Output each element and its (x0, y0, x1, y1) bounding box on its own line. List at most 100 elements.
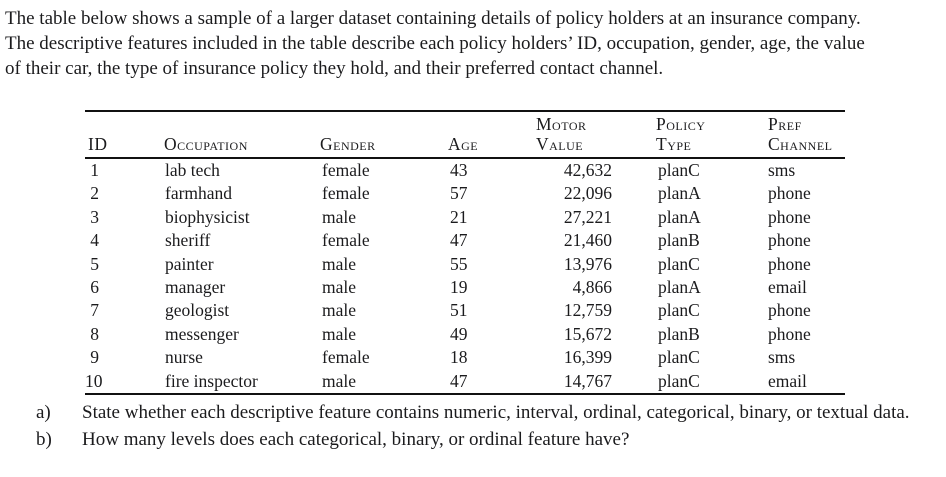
cell-occupation: geologist (165, 300, 230, 321)
cell-pref-channel: sms (768, 160, 796, 180)
cell-policy-type: planB (658, 230, 700, 251)
cell-id: 3 (90, 206, 99, 227)
header-occupation: Occupation (164, 112, 320, 157)
cell-policy-type: planA (658, 206, 701, 227)
cell-age: 43 (450, 160, 468, 180)
cell-motor-value: 4,866 (572, 276, 612, 297)
header-id-line2: ID (88, 134, 108, 154)
cell-gender: female (322, 347, 370, 368)
header-pref-channel: Pref Channel (768, 112, 845, 157)
cell-occupation: lab tech (165, 160, 220, 180)
header-motor-value-line1: Motor (536, 114, 587, 134)
cell-pref-channel: email (768, 370, 807, 391)
cell-pref-channel: sms (768, 347, 796, 368)
header-age-line2: Age (448, 134, 479, 154)
cell-pref-channel: phone (768, 253, 811, 274)
cell-pref-channel: phone (768, 183, 811, 204)
header-policy-type: Policy Type (656, 112, 768, 157)
cell-policy-type: planC (658, 300, 700, 321)
question-a-label: a) (36, 402, 51, 423)
cell-age: 51 (450, 300, 468, 321)
cell-motor-value: 13,976 (563, 253, 612, 274)
cell-occupation: farmhand (165, 183, 233, 204)
cell-gender: male (322, 370, 357, 391)
cell-pref-channel: phone (768, 323, 811, 344)
cell-pref-channel: phone (768, 230, 811, 251)
cell-policy-type: planC (658, 370, 700, 391)
table-row: 3 biophysicist male 21 27,221 planA phone (85, 206, 845, 229)
cell-gender: male (322, 253, 357, 274)
cell-age: 18 (450, 347, 468, 368)
cell-motor-value: 27,221 (563, 206, 612, 227)
question-list: a) State whether each descriptive featur… (36, 401, 944, 455)
header-occupation-line2: Occupation (164, 134, 248, 154)
cell-id: 9 (90, 347, 99, 368)
table-row: 4 sheriff female 47 21,460 planB phone (85, 229, 845, 252)
header-motor-value-line2: Value (536, 134, 584, 154)
table-row: 8 messenger male 49 15,672 planB phone (85, 323, 845, 346)
header-age: Age (448, 112, 536, 157)
cell-gender: male (322, 323, 357, 344)
cell-id: 2 (90, 183, 99, 204)
cell-occupation: biophysicist (165, 206, 250, 227)
question-b-text: How many levels does each categorical, b… (82, 429, 630, 450)
cell-gender: male (322, 206, 357, 227)
cell-age: 19 (450, 276, 468, 297)
header-policy-type-line2: Type (656, 134, 692, 154)
cell-pref-channel: phone (768, 300, 811, 321)
cell-policy-type: planB (658, 323, 700, 344)
policy-holders-table: ID Occupation Gender Age Motor Value Poli… (85, 110, 845, 395)
table-row: 5 painter male 55 13,976 planC phone (85, 253, 845, 276)
cell-policy-type: planA (658, 183, 701, 204)
cell-occupation: nurse (165, 347, 203, 368)
table-body: 1 lab tech female 43 42,632 planC sms 2 farmhan… (85, 159, 845, 393)
table-row: 7 geologist male 51 12,759 planC phone (85, 299, 845, 322)
table-row: 9 nurse female 18 16,399 planC sms (85, 346, 845, 369)
cell-gender: female (322, 160, 370, 180)
cell-motor-value: 15,672 (563, 323, 612, 344)
cell-policy-type: planA (658, 276, 701, 297)
cell-motor-value: 14,767 (563, 370, 612, 391)
cell-pref-channel: email (768, 276, 807, 297)
table-row: 10 fire inspector male 47 14,767 planC email (85, 370, 845, 393)
cell-motor-value: 12,759 (563, 300, 612, 321)
cell-motor-value: 42,632 (563, 160, 612, 180)
intro-line-1: The table below shows a sample of a larg… (5, 8, 861, 29)
cell-age: 57 (450, 183, 468, 204)
intro-line-2: The descriptive features included in the… (5, 33, 865, 54)
question-b-label: b) (36, 429, 52, 450)
header-gender: Gender (320, 112, 448, 157)
cell-id: 8 (90, 323, 99, 344)
cell-age: 55 (450, 253, 468, 274)
cell-occupation: painter (165, 253, 214, 274)
cell-motor-value: 21,460 (563, 230, 612, 251)
table-top-rule (85, 110, 845, 112)
cell-id: 4 (90, 230, 99, 251)
cell-gender: male (322, 276, 357, 297)
cell-occupation: messenger (165, 323, 239, 344)
header-motor-value: Motor Value (536, 112, 656, 157)
table-row: 6 manager male 19 4,866 planA email (85, 276, 845, 299)
question-a-text: State whether each descriptive feature c… (82, 402, 910, 423)
table-header-rule (85, 157, 845, 159)
cell-policy-type: planC (658, 160, 700, 180)
header-gender-line2: Gender (320, 134, 376, 154)
table-bottom-rule (85, 392, 845, 395)
cell-motor-value: 22,096 (563, 183, 612, 204)
cell-gender: male (322, 300, 357, 321)
cell-gender: female (322, 230, 370, 251)
cell-id: 10 (85, 370, 103, 391)
cell-occupation: manager (165, 276, 226, 297)
cell-motor-value: 16,399 (563, 347, 612, 368)
cell-age: 49 (450, 323, 468, 344)
cell-age: 47 (450, 230, 468, 251)
table-row: 1 lab tech female 43 42,632 planC sms (85, 159, 845, 182)
header-pref-channel-line2: Channel (768, 134, 833, 154)
cell-occupation: sheriff (165, 230, 211, 251)
cell-id: 5 (90, 253, 99, 274)
cell-occupation: fire inspector (165, 370, 258, 391)
header-pref-channel-line1: Pref (768, 114, 802, 134)
cell-policy-type: planC (658, 347, 700, 368)
cell-id: 7 (90, 300, 99, 321)
